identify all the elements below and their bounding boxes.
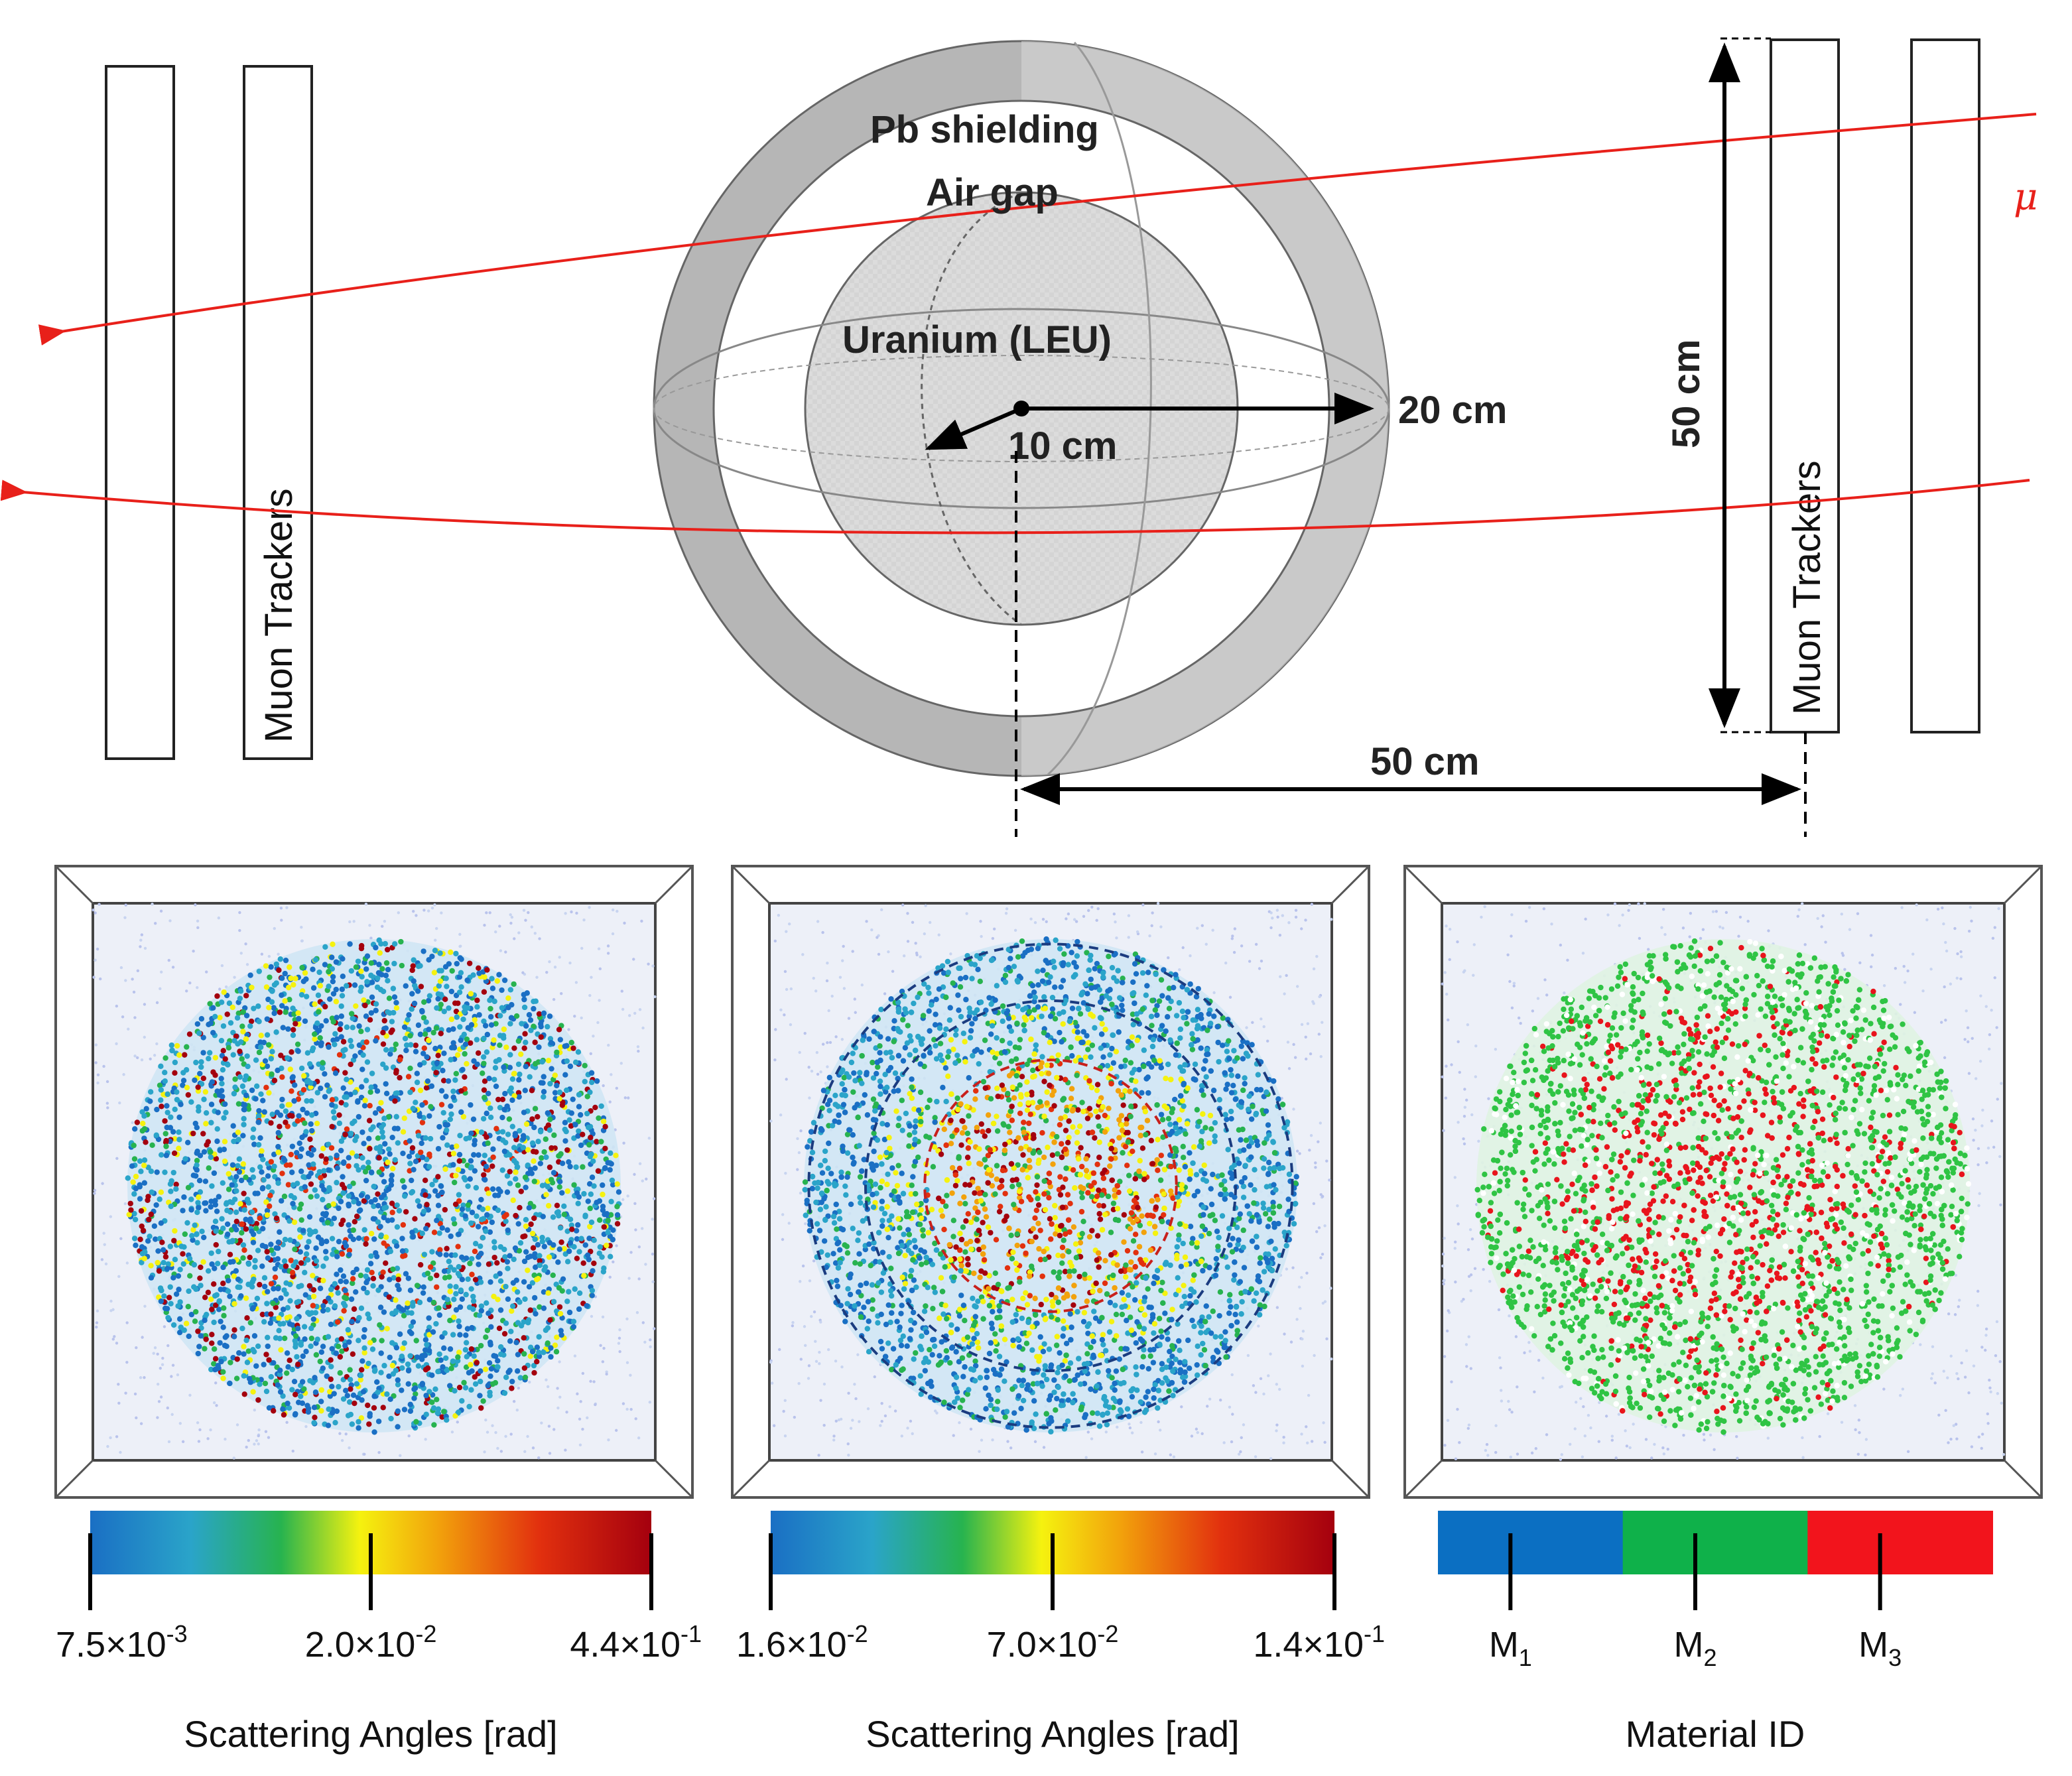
muon-symbol: μ	[2014, 176, 2038, 219]
colorbar-tick-label: M1	[1489, 1625, 1532, 1671]
scattering-panel-2: 1.6×10-2 7.0×10-2 1.4×10-1 Scattering Angle…	[731, 865, 1385, 1755]
panel-frame-edge	[654, 865, 694, 905]
colorbar-tick-label: 7.5×10-3	[56, 1620, 188, 1665]
tracker-label-right: Muon Trackers	[1785, 460, 1829, 715]
colorbar-tick-label: M3	[1858, 1625, 1902, 1671]
tracker-plate-right-outer	[1910, 38, 1980, 733]
reconstructed-points	[125, 937, 622, 1435]
tracker-plate-left-inner	[243, 65, 313, 760]
colorbar-tick-label: 7.0×10-2	[987, 1620, 1119, 1665]
panel-frame-edge	[1403, 1459, 1443, 1499]
meridian-inner	[921, 191, 1022, 626]
panel-frame-edge	[1330, 1459, 1370, 1499]
inner-shield-boundary	[864, 999, 1237, 1372]
panel-frame-edge	[731, 1459, 771, 1499]
colorbar-segment	[1807, 1511, 1993, 1574]
colorbar-segment	[1622, 1511, 1809, 1574]
material-panel: M1 M2 M3 Material ID	[1403, 865, 2043, 1755]
tracker-plate-right-inner	[1770, 38, 1840, 733]
label-air-gap: Air gap	[926, 171, 1059, 214]
colorbar-segment	[1438, 1511, 1624, 1574]
panel-frame-edge	[54, 1459, 94, 1499]
reconstructed-points	[1474, 938, 1972, 1435]
setup-diagram: Muon Trackers Muon Trackers μ Pb shieldi…	[0, 37, 2038, 837]
label-pb-shielding: Pb shielding	[870, 108, 1099, 151]
label-uranium: Uranium (LEU)	[842, 318, 1112, 361]
panel-frame-edge	[2003, 865, 2043, 905]
equator-ellipse-inner	[653, 355, 1390, 462]
muon-track-upper	[38, 113, 2037, 346]
muon-track-lower	[0, 479, 2030, 535]
scattering-panel-1: 7.5×10-3 2.0×10-2 4.4×10-1 Scattering Angle…	[54, 865, 702, 1755]
panel-caption: Scattering Angles [rad]	[184, 1713, 557, 1755]
label-height: 50 cm	[1665, 340, 1708, 448]
panel-frame-edge	[1330, 865, 1370, 905]
colorbar-tick-label: M2	[1673, 1625, 1716, 1671]
panel-frame-edge	[1403, 865, 1443, 905]
reconstructed-points	[802, 936, 1299, 1435]
panel-frame-edge	[731, 865, 771, 905]
colorbar-tick-label: 1.4×10-1	[1253, 1620, 1385, 1665]
center-point	[1013, 401, 1029, 416]
inner-radius-arrow	[925, 407, 1023, 450]
reconstruction-panels: 7.5×10-3 2.0×10-2 4.4×10-1 Scattering Angle…	[54, 865, 2043, 1755]
panel-frame-edge	[54, 865, 94, 905]
panel-caption: Scattering Angles [rad]	[866, 1713, 1239, 1755]
label-outer-radius: 20 cm	[1398, 389, 1507, 432]
panel-frame-edge	[2003, 1459, 2043, 1499]
core-boundary	[923, 1058, 1178, 1313]
panel-frame-edge	[654, 1459, 694, 1499]
outer-shield-boundary	[807, 942, 1294, 1429]
label-inner-radius: 10 cm	[1008, 424, 1117, 468]
tracker-plate-left-outer	[105, 65, 175, 760]
colorbar-tick-label: 1.6×10-2	[736, 1620, 868, 1665]
tracker-label-left: Muon Trackers	[257, 488, 300, 743]
colorbar-tick-label: 4.4×10-1	[570, 1620, 702, 1665]
panel-caption: Material ID	[1626, 1713, 1805, 1755]
label-distance: 50 cm	[1370, 740, 1479, 783]
colorbar-tick-label: 2.0×10-2	[305, 1620, 437, 1665]
